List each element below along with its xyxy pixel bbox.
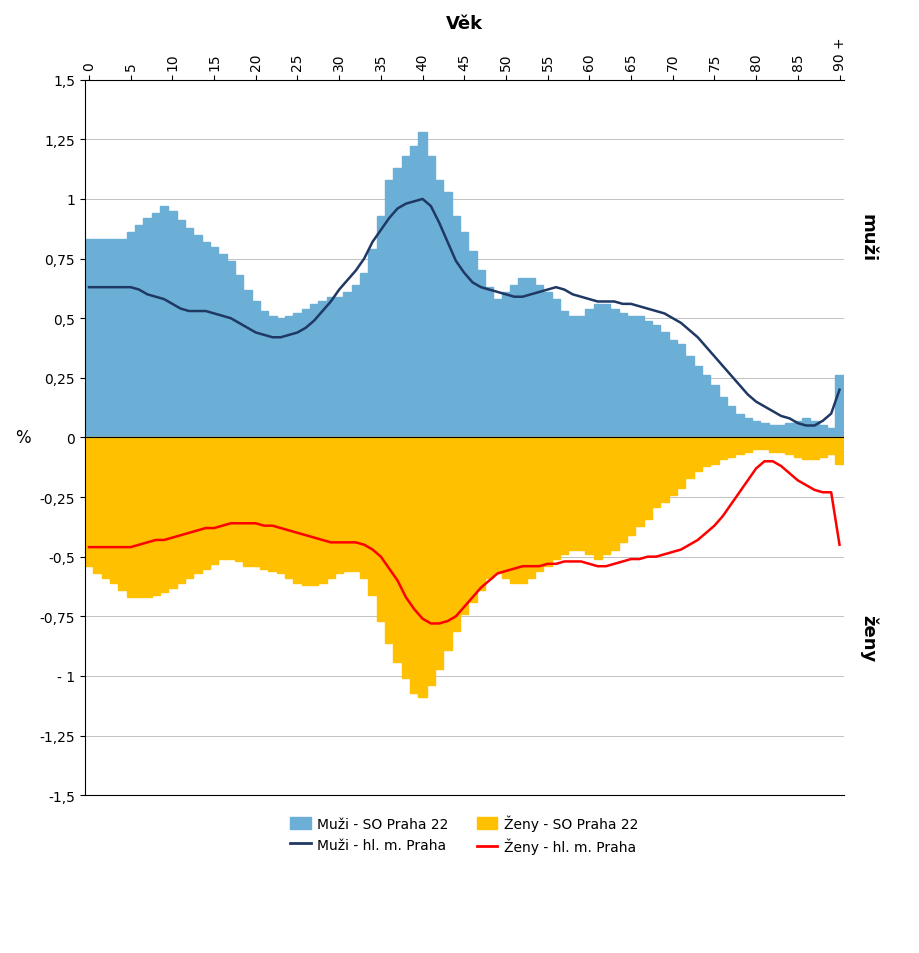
- Muži - hl. m. Praha: [276, 333, 287, 344]
- Y-axis label: %: %: [15, 429, 30, 447]
- Muži - hl. m. Praha: [258, 330, 269, 341]
- Text: ženy: ženy: [859, 615, 878, 661]
- Muži - hl. m. Praha: [84, 282, 95, 294]
- Ženy - hl. m. Praha: [726, 499, 737, 511]
- X-axis label: Věk: Věk: [446, 15, 482, 33]
- Ženy - hl. m. Praha: [759, 456, 770, 468]
- Line: Ženy - hl. m. Praha: Ženy - hl. m. Praha: [89, 462, 840, 624]
- Muži - hl. m. Praha: [417, 194, 428, 206]
- Ženy - hl. m. Praha: [258, 520, 269, 532]
- Polygon shape: [85, 438, 844, 698]
- Legend: Muži - SO Praha 22, Muži - hl. m. Praha, Ženy - SO Praha 22, Ženy - hl. m. Praha: Muži - SO Praha 22, Muži - hl. m. Praha,…: [284, 809, 644, 860]
- Polygon shape: [85, 133, 844, 438]
- Ženy - hl. m. Praha: [834, 539, 845, 551]
- Muži - hl. m. Praha: [526, 290, 537, 301]
- Muži - hl. m. Praha: [800, 420, 811, 432]
- Ženy - hl. m. Praha: [276, 523, 287, 535]
- Muži - hl. m. Praha: [834, 385, 845, 396]
- Ženy - hl. m. Praha: [425, 618, 437, 630]
- Ženy - hl. m. Praha: [84, 542, 95, 554]
- Muži - hl. m. Praha: [176, 304, 187, 315]
- Ženy - hl. m. Praha: [825, 487, 836, 498]
- Text: muži: muži: [859, 213, 877, 262]
- Muži - hl. m. Praha: [825, 409, 836, 420]
- Ženy - hl. m. Praha: [176, 530, 187, 541]
- Ženy - hl. m. Praha: [526, 561, 537, 573]
- Line: Muži - hl. m. Praha: Muži - hl. m. Praha: [89, 200, 840, 426]
- Muži - hl. m. Praha: [726, 371, 737, 382]
